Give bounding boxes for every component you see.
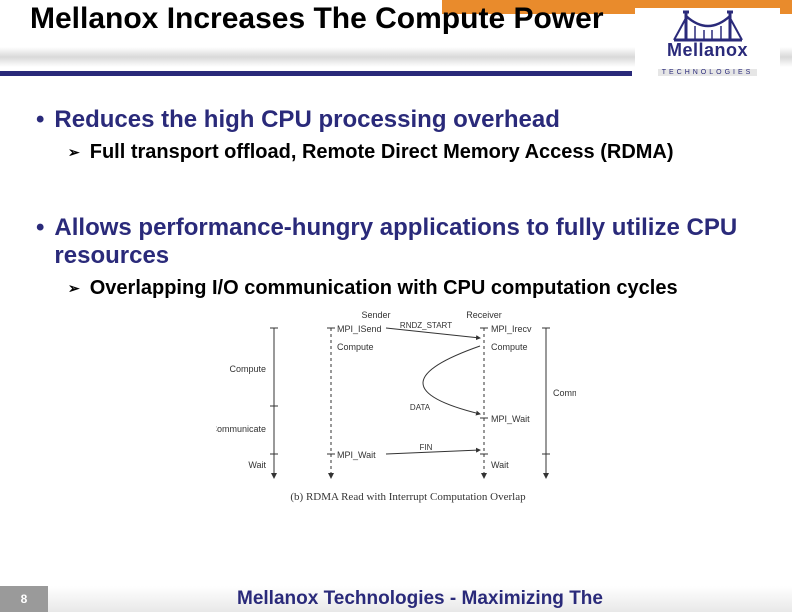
bullet-main-1: • Reduces the high CPU processing overhe… xyxy=(36,106,756,134)
header-underline xyxy=(0,71,632,76)
bullet-dot-icon: • xyxy=(36,214,44,270)
diagram-left-communicate: Communicate xyxy=(216,424,266,434)
bullet-text: Allows performance-hungry applications t… xyxy=(54,214,756,270)
diagram-mpi-isend: MPI_ISend xyxy=(337,324,382,334)
diagram-msg-fin: FIN xyxy=(420,443,433,452)
bridge-icon xyxy=(668,8,748,42)
slide-header: Mellanox Increases The Compute Power Mel… xyxy=(0,0,792,78)
chevron-right-icon: ➢ xyxy=(68,280,80,300)
mellanox-logo: Mellanox TECHNOLOGIES xyxy=(635,8,780,79)
diagram-recv-compute: Compute xyxy=(491,342,528,352)
bullet-sub-text: Full transport offload, Remote Direct Me… xyxy=(90,140,674,164)
slide-footer: 8 Mellanox Technologies - Maximizing The xyxy=(0,586,792,612)
slide-body: • Reduces the high CPU processing overhe… xyxy=(0,78,792,506)
logo-subtext: TECHNOLOGIES xyxy=(658,69,758,76)
rdma-timing-diagram: Sender Receiver Compute Communicate Wait… xyxy=(216,306,576,506)
chevron-right-icon: ➢ xyxy=(68,144,80,164)
diagram-col-sender: Sender xyxy=(361,310,390,320)
diagram-right-communicate: Communicate xyxy=(553,388,576,398)
bullet-sub-text: Overlapping I/O communication with CPU c… xyxy=(90,276,678,300)
diagram-msg-data: DATA xyxy=(410,403,431,412)
page-number: 8 xyxy=(0,586,48,612)
bullet-main-2: • Allows performance-hungry applications… xyxy=(36,214,756,270)
diagram-sender-mpiwait: MPI_Wait xyxy=(337,450,376,460)
diagram-left-wait: Wait xyxy=(248,460,266,470)
diagram-recv-wait: Wait xyxy=(491,460,509,470)
diagram-sender-compute: Compute xyxy=(337,342,374,352)
diagram-msg-rndz: RNDZ_START xyxy=(400,321,452,330)
footer-text: Mellanox Technologies - Maximizing The xyxy=(48,588,792,610)
bullet-dot-icon: • xyxy=(36,106,44,134)
bullet-sub-2: ➢ Overlapping I/O communication with CPU… xyxy=(68,276,756,300)
diagram-recv-mpiwait: MPI_Wait xyxy=(491,414,530,424)
page-title: Mellanox Increases The Compute Power xyxy=(30,2,604,35)
diagram-mpi-irecv: MPI_Irecv xyxy=(491,324,532,334)
bullet-sub-1: ➢ Full transport offload, Remote Direct … xyxy=(68,140,756,164)
diagram-left-compute: Compute xyxy=(229,364,266,374)
bullet-text: Reduces the high CPU processing overhead xyxy=(54,106,559,134)
logo-text: Mellanox xyxy=(635,40,780,61)
diagram-caption: (b) RDMA Read with Interrupt Computation… xyxy=(290,491,526,503)
diagram-col-receiver: Receiver xyxy=(466,310,502,320)
